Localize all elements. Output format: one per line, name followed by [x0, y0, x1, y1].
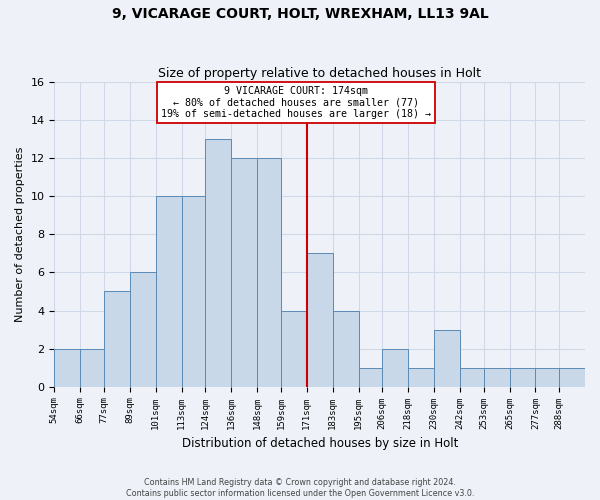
Bar: [307, 254, 332, 386]
Bar: [382, 348, 408, 387]
Bar: [55, 348, 80, 387]
Bar: [182, 196, 205, 386]
Bar: [80, 348, 104, 387]
Bar: [434, 330, 460, 386]
Bar: [408, 368, 434, 386]
Bar: [484, 368, 509, 386]
Y-axis label: Number of detached properties: Number of detached properties: [15, 146, 25, 322]
Text: 9 VICARAGE COURT: 174sqm
← 80% of detached houses are smaller (77)
19% of semi-d: 9 VICARAGE COURT: 174sqm ← 80% of detach…: [161, 86, 431, 119]
X-axis label: Distribution of detached houses by size in Holt: Distribution of detached houses by size …: [182, 437, 458, 450]
Bar: [104, 292, 130, 386]
Bar: [332, 310, 359, 386]
Bar: [205, 139, 231, 386]
Bar: [156, 196, 182, 386]
Bar: [281, 310, 307, 386]
Bar: [257, 158, 281, 386]
Bar: [359, 368, 382, 386]
Bar: [559, 368, 585, 386]
Bar: [130, 272, 156, 386]
Bar: [231, 158, 257, 386]
Text: 9, VICARAGE COURT, HOLT, WREXHAM, LL13 9AL: 9, VICARAGE COURT, HOLT, WREXHAM, LL13 9…: [112, 8, 488, 22]
Title: Size of property relative to detached houses in Holt: Size of property relative to detached ho…: [158, 66, 481, 80]
Bar: [535, 368, 559, 386]
Bar: [509, 368, 535, 386]
Bar: [460, 368, 484, 386]
Text: Contains HM Land Registry data © Crown copyright and database right 2024.
Contai: Contains HM Land Registry data © Crown c…: [126, 478, 474, 498]
